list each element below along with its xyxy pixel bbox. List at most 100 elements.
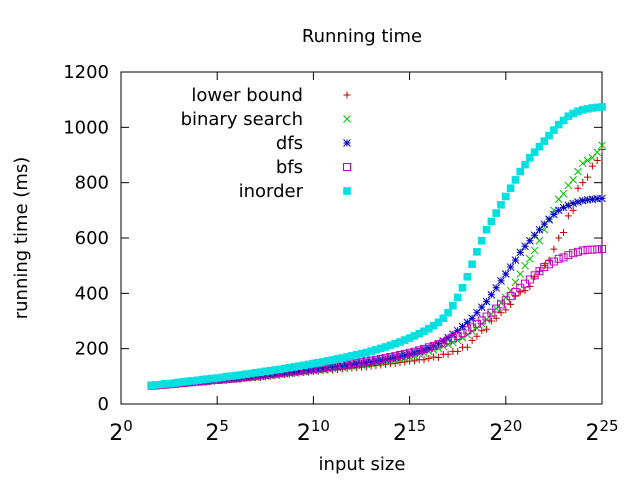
series-inorder <box>147 103 606 390</box>
data-point <box>559 203 568 212</box>
data-point <box>434 340 443 349</box>
legend-item: binary search <box>181 109 351 130</box>
data-point-shape <box>367 347 375 355</box>
data-point-shape <box>396 338 404 346</box>
data-point <box>247 369 255 378</box>
data-point <box>309 359 318 368</box>
data-point <box>502 192 510 201</box>
data-point <box>521 261 529 270</box>
data-point-shape <box>357 359 366 368</box>
y-tick-label: 200 <box>75 339 109 360</box>
data-point <box>473 332 481 340</box>
data-point <box>261 367 270 376</box>
chart-title: Running time <box>302 26 422 47</box>
legend-label: lower bound <box>191 85 303 106</box>
data-point-shape <box>347 359 356 368</box>
data-point-shape <box>309 365 318 374</box>
data-point-shape <box>357 358 366 367</box>
data-point <box>463 272 472 281</box>
data-point <box>516 248 525 257</box>
data-point-shape <box>521 242 529 251</box>
legend-marker-shape <box>343 91 351 99</box>
data-point-shape <box>348 352 356 360</box>
data-point <box>525 275 534 284</box>
data-point <box>583 245 592 254</box>
data-point <box>593 103 601 112</box>
data-point-shape <box>492 304 501 313</box>
data-point-shape <box>299 366 308 375</box>
data-point <box>396 338 404 346</box>
data-point-shape <box>506 263 515 271</box>
data-point <box>564 181 573 190</box>
data-point-shape <box>429 321 438 330</box>
data-point-shape <box>372 357 380 365</box>
data-point <box>473 308 481 317</box>
data-point-shape <box>559 203 568 212</box>
data-point-shape <box>521 160 529 169</box>
data-point <box>463 318 472 327</box>
data-point-shape <box>468 314 476 323</box>
data-point <box>458 322 467 331</box>
data-point <box>376 344 385 353</box>
data-point-shape <box>554 206 563 215</box>
data-point <box>405 348 414 357</box>
data-point <box>564 212 572 220</box>
data-point-shape <box>314 358 323 367</box>
data-point <box>348 360 356 369</box>
data-point-shape <box>280 364 289 373</box>
data-point-shape <box>535 267 543 275</box>
data-point <box>362 348 371 357</box>
data-point <box>545 256 553 264</box>
data-point <box>386 341 395 350</box>
data-point-shape <box>593 103 601 112</box>
data-point <box>444 333 452 342</box>
data-point-shape <box>458 284 467 292</box>
data-point <box>290 368 299 376</box>
data-point-shape <box>574 167 582 176</box>
data-point <box>521 242 529 251</box>
data-point-shape <box>275 365 284 374</box>
data-point <box>521 287 529 295</box>
data-point <box>574 107 582 116</box>
data-point-shape <box>521 261 529 270</box>
data-point <box>372 345 380 354</box>
data-point <box>593 148 602 157</box>
data-point <box>525 236 534 245</box>
data-point <box>598 194 606 203</box>
data-point-shape <box>425 324 433 333</box>
data-point <box>198 375 207 384</box>
data-point-shape <box>343 353 351 361</box>
legend-marker <box>343 163 351 171</box>
data-point <box>540 263 549 272</box>
data-point <box>483 325 491 333</box>
data-point <box>554 206 563 215</box>
data-point-shape <box>338 354 347 362</box>
data-point <box>151 381 160 389</box>
data-point <box>516 288 524 296</box>
data-point-shape <box>367 356 376 365</box>
data-point-shape <box>525 275 534 284</box>
data-point <box>444 340 452 349</box>
data-point-shape <box>290 363 298 371</box>
y-tick-label: 800 <box>75 173 109 194</box>
data-point-shape <box>343 361 351 370</box>
data-point <box>559 253 568 262</box>
data-point <box>362 357 371 366</box>
data-point <box>290 363 298 371</box>
data-point <box>429 341 438 350</box>
data-point <box>535 267 544 276</box>
data-point-shape <box>391 353 400 362</box>
data-point <box>213 374 221 382</box>
data-point <box>487 317 495 325</box>
data-point-shape <box>304 360 313 369</box>
data-point-shape <box>420 345 428 354</box>
data-point-shape <box>535 142 544 151</box>
data-point-shape <box>516 283 525 292</box>
data-point-shape <box>477 236 486 245</box>
data-point <box>453 326 462 335</box>
legend: lower bound binary search dfs bfs inorder <box>181 85 351 202</box>
data-point-shape <box>588 162 596 170</box>
data-point-shape <box>550 245 558 253</box>
data-point-shape <box>213 374 221 382</box>
data-point-shape <box>473 248 481 256</box>
